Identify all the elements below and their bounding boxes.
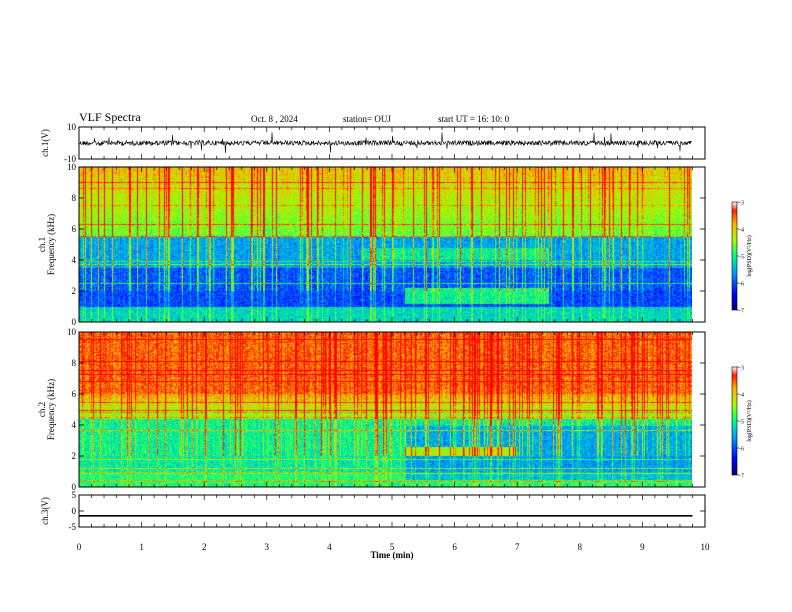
ch2-colorbar-tick-label: -6 [739, 447, 744, 453]
start-time-label: start UT = 16: 10: 0 [438, 114, 510, 124]
ch1-colorbar-tick-label: -3 [739, 201, 744, 207]
ch1-waveform-ylabel-line: ch.1(V) [40, 129, 50, 157]
ch3-waveform-y-tick-label: -5 [69, 522, 77, 532]
ch1-colorbar-tick-label: -7 [739, 309, 744, 315]
ch1-spectrogram-y-tick-label: 4 [72, 255, 77, 265]
ch3-waveform-ylabel: ch.3(V) [40, 497, 50, 525]
ch2-colorbar-tick-label: -5 [739, 420, 744, 426]
ch1-spectrogram-y-tick-label: 2 [72, 286, 77, 296]
ch2-spectrogram-ylabel: ch.2Frequency (kHz) [37, 379, 56, 440]
ch2-spectrogram-y-tick-label: 8 [72, 358, 77, 368]
ch2-colorbar-tick-label: -4 [739, 393, 744, 399]
ch1-spectrogram-ylabel-line: ch.1 [37, 237, 47, 252]
ch2-spectrogram-y-tick-label: 0 [72, 482, 77, 492]
ch1-spectrogram-y-tick-label: 8 [72, 193, 77, 203]
ch3-waveform-ylabel-line: ch.3(V) [40, 497, 50, 525]
x-tick-label: 4 [327, 542, 332, 552]
ch1-spectrogram-image [79, 167, 692, 322]
x-tick-label: 5 [390, 542, 395, 552]
ch1-spectrogram-ylabel: ch.1Frequency (kHz) [37, 214, 56, 275]
ch1-colorbar-tick-label: -5 [739, 255, 744, 261]
ch1-colorbar-tick-label: -6 [739, 282, 744, 288]
ch1-spectrogram-y-tick-label: 6 [72, 224, 77, 234]
x-tick-label: 3 [265, 542, 270, 552]
x-tick-label: 2 [202, 542, 207, 552]
x-tick-label: 0 [77, 542, 82, 552]
ch2-colorbar-tick-label: -7 [739, 474, 744, 480]
x-tick-label: 10 [701, 542, 711, 552]
ch1-colorbar-tick-label: -4 [739, 228, 744, 234]
ch2-colorbar [731, 366, 738, 476]
ch2-colorbar-label: log(PSD)(V²/Hz) [746, 400, 753, 441]
ch1-spectrogram-y-tick-label: 0 [72, 317, 77, 327]
ch2-colorbar-tick-label: -3 [739, 366, 744, 372]
ch2-spectrogram-y-tick-label: 6 [72, 389, 77, 399]
ch1-waveform-line [78, 132, 693, 154]
ch1-colorbar-label: log(PSD)(V²/Hz) [746, 235, 753, 276]
ch2-spectrogram-ylabel-line: Frequency (kHz) [46, 379, 56, 440]
ch2-spectrogram-image [79, 332, 692, 487]
ch1-spectrogram-ylabel-line: Frequency (kHz) [46, 214, 56, 275]
ch3-waveform-y-tick-label: 0 [72, 506, 77, 516]
ch1-waveform-ylabel: ch.1(V) [40, 129, 50, 157]
date-label: Oct. 8 , 2024 [251, 114, 298, 124]
x-tick-label: 7 [515, 542, 520, 552]
x-tick-label: 8 [578, 542, 583, 552]
station-label: station= OUJ [343, 114, 391, 124]
x-tick-label: 1 [139, 542, 144, 552]
ch2-spectrogram-y-tick-label: 2 [72, 451, 77, 461]
ch2-spectrogram-ylabel-line: ch.2 [37, 402, 47, 417]
ch1-colorbar [731, 201, 738, 311]
ch1-waveform-y-tick-label: 10 [67, 122, 77, 132]
ch1-spectrogram-y-tick-label: 10 [67, 162, 77, 172]
plot-title: VLF Spectra [79, 110, 141, 124]
ch1-waveform-y-tick-label: -10 [64, 154, 76, 164]
ch2-spectrogram-y-tick-label: 10 [67, 327, 77, 337]
ch2-spectrogram-y-tick-label: 4 [72, 420, 77, 430]
x-tick-label: 9 [640, 542, 645, 552]
x-tick-label: 6 [452, 542, 457, 552]
x-axis-label: Time (min) [370, 550, 413, 560]
ch3-waveform-y-tick-label: 5 [72, 490, 77, 500]
